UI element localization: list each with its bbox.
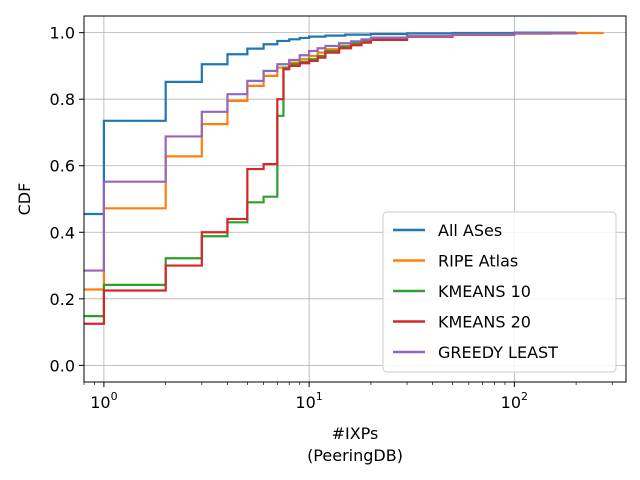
y-tick-label: 0.2: [50, 290, 75, 309]
y-tick-label: 0.0: [50, 356, 75, 375]
y-tick-label: 0.8: [50, 90, 75, 109]
x-tick-label-base: 10: [501, 393, 521, 412]
x-tick-label-exponent: 1: [316, 390, 323, 403]
series-line-all-ases: [84, 31, 577, 216]
y-tick-label: 1.0: [50, 24, 75, 43]
x-axis-label: #IXPs: [332, 424, 379, 443]
y-axis-label: CDF: [15, 183, 34, 216]
y-tick-label: 0.4: [50, 223, 75, 242]
x-tick-label: 101: [295, 390, 322, 412]
x-tick-label-exponent: 0: [111, 390, 118, 403]
x-tick-label-base: 10: [295, 393, 315, 412]
legend: All ASes RIPE Atlas KMEANS 10 KMEANS 20 GREE…: [382, 211, 617, 373]
legend-label: All ASes: [438, 221, 502, 240]
y-tick-label: 0.6: [50, 157, 75, 176]
grid: [84, 16, 626, 382]
legend-label: RIPE Atlas: [438, 252, 518, 271]
x-tick-label: 102: [501, 390, 528, 412]
series-line-greedy-least: [84, 32, 578, 272]
x-axis-label-source: (PeeringDB): [307, 446, 403, 465]
axes-frame: [83, 15, 627, 383]
x-tick-label-base: 10: [90, 393, 110, 412]
series-lines: [84, 31, 604, 325]
legend-label: KMEANS 20: [438, 313, 531, 332]
x-tick-label: 100: [90, 390, 117, 412]
x-tick-label-exponent: 2: [521, 390, 528, 403]
series-line-kmeans-20: [84, 32, 578, 325]
legend-label: GREEDY LEAST: [438, 343, 558, 362]
legend-label: KMEANS 10: [438, 282, 531, 301]
legend-box: [382, 211, 617, 373]
